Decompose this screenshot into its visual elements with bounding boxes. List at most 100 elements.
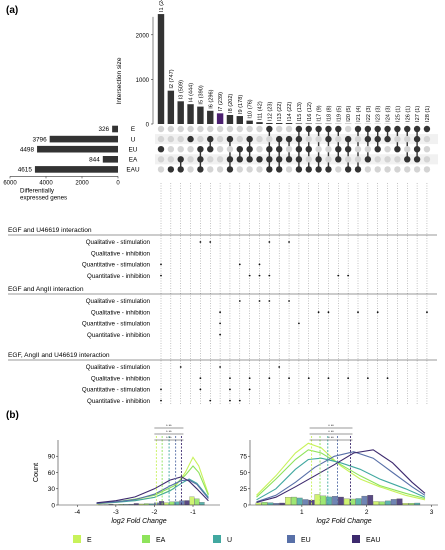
section-row-label: Qualitative - inhibition bbox=[91, 375, 151, 382]
matrix-dot bbox=[374, 135, 381, 143]
intersection-bar-label: I7 (239) bbox=[218, 92, 224, 111]
matrix-dot bbox=[207, 135, 214, 143]
matrix-dot bbox=[335, 166, 342, 173]
section-mark bbox=[199, 241, 202, 243]
section-row-label: Qualitative - stimulation bbox=[86, 298, 151, 305]
matrix-dot bbox=[344, 125, 352, 133]
matrix-dot bbox=[276, 146, 283, 153]
histogram-bar bbox=[314, 494, 321, 506]
interaction-sections: EGF and U46619 interaction Qualitative - … bbox=[8, 183, 437, 405]
set-size-value: 4615 bbox=[18, 167, 33, 174]
xtick-label: 3 bbox=[430, 509, 434, 516]
matrix-dot bbox=[236, 135, 243, 143]
matrix-dot bbox=[295, 166, 303, 173]
intersection-ylabel: Intersection size bbox=[116, 57, 123, 104]
section-mark bbox=[366, 377, 369, 380]
matrix-dot bbox=[197, 135, 204, 143]
intersection-bar bbox=[256, 122, 263, 124]
set-size-value: 844 bbox=[89, 157, 100, 164]
matrix-dot bbox=[344, 166, 352, 173]
matrix-dot bbox=[344, 135, 352, 143]
xtick-label: -2 bbox=[152, 509, 158, 516]
matrix-dot bbox=[413, 125, 421, 133]
matrix-dot bbox=[394, 146, 401, 153]
matrix-dot bbox=[315, 156, 322, 163]
set-size-xlabel-line1: Differentially bbox=[20, 187, 55, 194]
matrix-dot bbox=[256, 146, 263, 153]
histogram-bar bbox=[159, 501, 165, 506]
section-mark bbox=[258, 300, 261, 302]
density-curve-e bbox=[256, 442, 426, 501]
section-title: EGF, AngII and U46619 interaction bbox=[8, 352, 110, 359]
section-row-label: Qualitative - stimulation bbox=[86, 239, 151, 246]
matrix-dot bbox=[226, 156, 234, 163]
section-mark bbox=[258, 263, 261, 266]
section-mark bbox=[229, 377, 231, 380]
xtick-label: 2 bbox=[365, 509, 369, 516]
intersection-bar-label: I1 (2464) bbox=[159, 0, 165, 12]
matrix-dot bbox=[354, 135, 362, 143]
section-mark bbox=[258, 274, 261, 277]
section-mark bbox=[229, 399, 231, 402]
matrix-dot bbox=[256, 125, 263, 133]
set-size-value: 3796 bbox=[32, 136, 47, 143]
section-row-label: Qualitative - inhibition bbox=[91, 250, 151, 257]
density-curve-eau bbox=[96, 476, 209, 504]
intersection-bar-label: I21 (4) bbox=[356, 106, 362, 122]
matrix-dot bbox=[413, 156, 421, 163]
intersection-bar bbox=[207, 110, 214, 124]
legend-swatch bbox=[352, 535, 360, 543]
matrix-dot bbox=[187, 125, 194, 133]
section-mark bbox=[160, 274, 162, 277]
matrix-dot bbox=[177, 166, 184, 173]
ytick-label: 75 bbox=[240, 454, 248, 461]
density-curve-eu bbox=[96, 479, 209, 504]
density-panel-right: 1 2 3 0 25 50 75 log2 Fold Change * ** * ** * ** bbox=[240, 424, 438, 525]
matrix-dot bbox=[364, 166, 372, 173]
set-size-xtick-label: 6000 bbox=[3, 180, 17, 186]
matrix-dot bbox=[216, 146, 224, 153]
section-mark bbox=[179, 366, 182, 368]
section-mark bbox=[386, 377, 389, 380]
histogram-bar bbox=[367, 495, 374, 506]
x-axis-label: log2 Fold Change bbox=[316, 518, 371, 525]
section-mark bbox=[357, 311, 359, 314]
intersection-bar-label: I25 (1) bbox=[395, 106, 401, 122]
matrix-dot bbox=[344, 146, 352, 153]
intersection-ytick-label: 1000 bbox=[136, 78, 150, 84]
matrix-dot bbox=[246, 146, 253, 153]
matrix-dot bbox=[207, 146, 214, 153]
matrix-dot bbox=[384, 166, 391, 173]
matrix-dot bbox=[285, 156, 293, 163]
histogram-bar bbox=[279, 502, 285, 506]
matrix-dot bbox=[325, 156, 332, 163]
intersection-bar bbox=[295, 123, 303, 124]
matrix-dot bbox=[423, 156, 431, 163]
intersection-bar bbox=[177, 101, 184, 124]
matrix-dot bbox=[305, 125, 312, 133]
matrix-dot bbox=[285, 135, 293, 143]
matrix-dot bbox=[216, 156, 224, 163]
section-mark bbox=[347, 274, 350, 277]
density-curve-u bbox=[256, 457, 426, 501]
intersection-bar-label: I19 (5) bbox=[336, 105, 342, 121]
section-row-label: Quantitative - inhibition bbox=[87, 332, 151, 339]
matrix-dot bbox=[384, 125, 391, 133]
histogram-bar bbox=[396, 498, 403, 506]
matrix-dot bbox=[394, 156, 401, 163]
matrix-dot bbox=[325, 146, 332, 153]
matrix-dot bbox=[246, 156, 253, 163]
section-mark bbox=[219, 366, 222, 368]
density-curve-eau bbox=[256, 449, 426, 503]
intersection-bar bbox=[305, 123, 312, 124]
matrix-dot bbox=[325, 166, 332, 173]
matrix-dot bbox=[157, 166, 165, 173]
matrix-dot bbox=[413, 166, 421, 173]
matrix-dot bbox=[285, 125, 293, 133]
matrix-dot bbox=[335, 146, 342, 153]
matrix-dot bbox=[394, 166, 401, 173]
legend-swatch bbox=[73, 535, 81, 543]
intersection-bar-label: I24 (3) bbox=[386, 106, 392, 122]
intersection-bar-label: I10 (76) bbox=[248, 99, 254, 118]
